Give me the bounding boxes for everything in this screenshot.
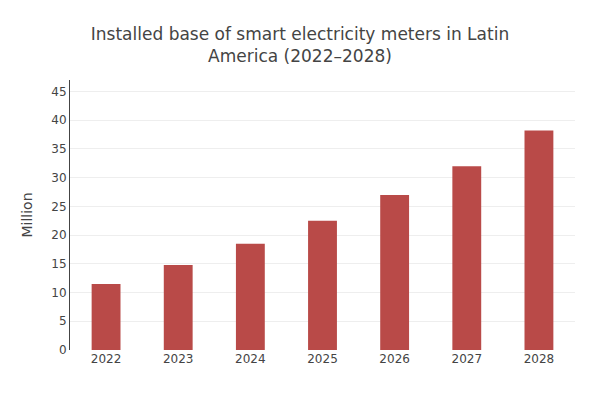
svg-text:5: 5 — [59, 314, 67, 328]
svg-text:2028: 2028 — [524, 352, 555, 366]
svg-text:30: 30 — [51, 171, 66, 185]
svg-text:2022: 2022 — [91, 352, 122, 366]
svg-text:2027: 2027 — [452, 352, 483, 366]
svg-text:20: 20 — [51, 228, 66, 242]
svg-text:2026: 2026 — [379, 352, 410, 366]
svg-text:2023: 2023 — [163, 352, 194, 366]
svg-text:40: 40 — [51, 113, 66, 127]
svg-text:Million: Million — [19, 192, 35, 237]
svg-text:Installed base of smart electr: Installed base of smart electricity mete… — [91, 24, 509, 66]
svg-text:15: 15 — [51, 257, 66, 271]
svg-text:45: 45 — [51, 85, 66, 99]
svg-text:2025: 2025 — [307, 352, 338, 366]
svg-text:2024: 2024 — [235, 352, 266, 366]
svg-text:25: 25 — [51, 200, 66, 214]
svg-text:0: 0 — [59, 343, 67, 357]
svg-text:35: 35 — [51, 142, 66, 156]
svg-text:10: 10 — [51, 286, 66, 300]
